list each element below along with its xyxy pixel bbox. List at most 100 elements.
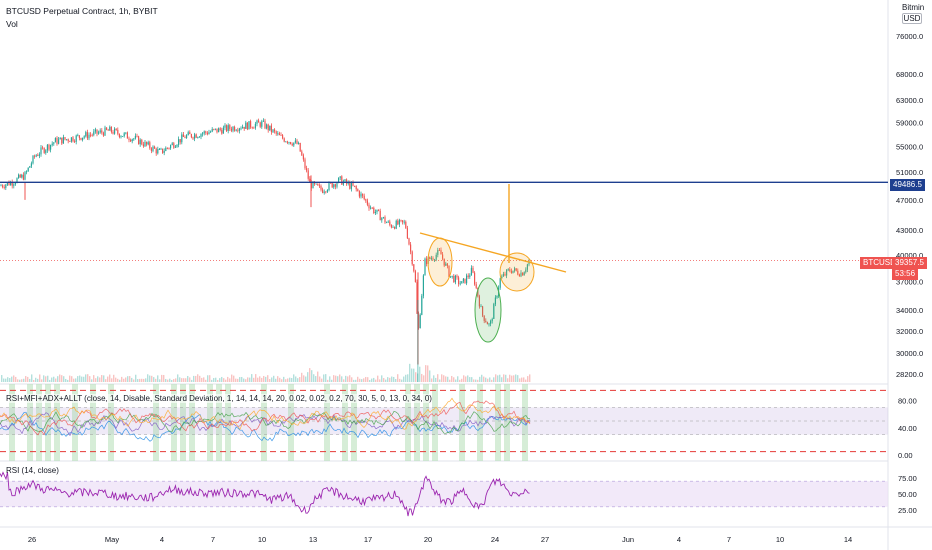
volume-bar [275, 378, 277, 382]
indicator-highlight [27, 384, 33, 461]
candle-body [123, 133, 125, 137]
candle-body [378, 209, 380, 211]
volume-bar [147, 374, 149, 382]
candle-body [170, 145, 172, 149]
candle-body [53, 142, 55, 144]
candle-body [35, 155, 37, 157]
indicator-highlight [90, 384, 96, 461]
price-tick: 51000.0 [896, 168, 923, 177]
candle-body [517, 270, 519, 275]
volume-bar [301, 372, 303, 382]
indicator-highlight [36, 384, 42, 461]
volume-bar [329, 376, 331, 382]
candle-body [227, 125, 229, 131]
candle-body [309, 178, 311, 182]
candle-body [203, 131, 205, 134]
candle-body [50, 144, 52, 150]
candle-body [336, 182, 338, 187]
volume-bar [461, 378, 463, 382]
volume-bar [489, 377, 491, 382]
volume-bar [453, 377, 455, 382]
candle-body [520, 272, 522, 277]
price-tick: 55000.0 [896, 142, 923, 151]
candle-body [206, 132, 208, 135]
candle-body [466, 275, 468, 284]
candle-body [491, 318, 493, 322]
volume-bar [243, 378, 245, 382]
volume-bar [387, 377, 389, 382]
candle-body [330, 182, 332, 184]
candle-body [453, 275, 455, 283]
volume-bar [361, 379, 363, 382]
candle-body [322, 189, 324, 193]
candle-body [40, 147, 42, 155]
indicator-line [0, 411, 531, 442]
candle-body [171, 143, 173, 146]
candle-body [245, 122, 247, 129]
candle-body [144, 141, 146, 147]
candle-body [418, 313, 420, 329]
volume-bar [45, 376, 47, 382]
volume-bar [371, 378, 373, 382]
volume-bar [337, 376, 339, 382]
volume-bar [433, 375, 435, 382]
candle-body [494, 297, 496, 305]
volume-bar [365, 376, 367, 382]
candle-body [46, 144, 48, 151]
candle-body [488, 323, 490, 325]
candle-body [214, 128, 216, 130]
price-tick: 32000.0 [896, 327, 923, 336]
candle-body [475, 284, 477, 288]
volume-bar [217, 379, 219, 382]
candle-body [342, 181, 344, 185]
candle-body [229, 125, 231, 129]
candle-body [74, 141, 76, 143]
volume-bar [411, 368, 413, 382]
candle-body [128, 138, 130, 140]
rsi-tick: 25.00 [898, 506, 917, 515]
candle-body [325, 191, 327, 193]
candle-body [210, 131, 212, 133]
candle-body [114, 128, 116, 134]
volume-bar [459, 379, 461, 382]
candle-body [432, 258, 434, 260]
volume-bar [91, 379, 93, 382]
candle-body [219, 128, 221, 130]
indicator-highlight [504, 384, 510, 461]
candle-body [256, 120, 258, 124]
candle-body [437, 250, 439, 255]
candle-body [198, 136, 200, 138]
volume-bar [473, 379, 475, 382]
indicator-label[interactable]: RSI+MFI+ADX+ALLT (close, 14, Disable, St… [6, 394, 432, 403]
candle-body [98, 132, 100, 134]
candle-body [306, 168, 308, 171]
volume-bar [41, 379, 43, 382]
candle-body [352, 182, 354, 186]
candle-body [126, 132, 128, 139]
price-tick: 37000.0 [896, 277, 923, 286]
currency-selector[interactable]: Bitmin USD [902, 3, 924, 24]
candle-body [104, 127, 106, 136]
candle-body [246, 122, 248, 130]
volume-bar [523, 377, 525, 382]
volume-bar [369, 379, 371, 382]
candle-body [139, 139, 141, 145]
indicator-highlight [288, 384, 294, 461]
candle-body [304, 159, 306, 169]
indicator-highlight [414, 384, 420, 461]
candle-body [307, 170, 309, 179]
volume-bar [251, 374, 253, 382]
candle-body [283, 138, 285, 142]
volume-bar [223, 378, 225, 382]
candle-body [202, 133, 204, 135]
time-tick: 7 [211, 535, 215, 544]
volume-bar [57, 376, 59, 382]
rsi-label[interactable]: RSI (14, close) [6, 466, 59, 475]
currency-label[interactable]: USD [902, 13, 922, 24]
volume-bar [135, 374, 137, 382]
volume-bar [521, 377, 523, 382]
indicator-highlight [261, 384, 267, 461]
volume-bar [241, 376, 243, 382]
volume-bar [427, 365, 429, 382]
